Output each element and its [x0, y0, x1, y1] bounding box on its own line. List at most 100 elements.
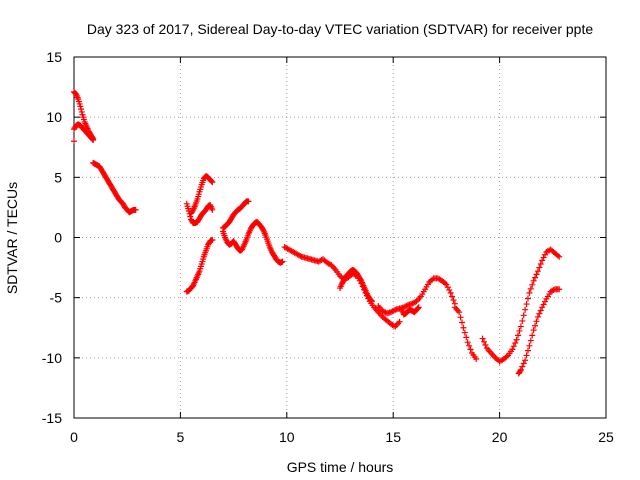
data-point	[78, 106, 85, 113]
data-point	[529, 332, 536, 339]
data-point	[279, 258, 286, 265]
data-series-b	[90, 159, 139, 216]
data-point	[515, 332, 522, 339]
data-point	[464, 339, 471, 346]
data-point	[517, 366, 524, 373]
data-series-a3	[71, 138, 77, 145]
y-tick-label: 10	[46, 109, 62, 125]
data-point	[447, 289, 454, 296]
data-point	[556, 286, 563, 293]
data-point	[459, 319, 466, 326]
grid	[74, 57, 606, 418]
data-point	[460, 324, 467, 331]
data-point	[132, 206, 139, 213]
data-point	[450, 297, 457, 304]
data-point	[536, 310, 543, 317]
data-point	[524, 347, 531, 354]
data-point	[415, 304, 422, 311]
data-point	[534, 268, 541, 275]
data-point	[529, 281, 536, 288]
data-point	[396, 318, 403, 325]
data-point	[513, 336, 520, 343]
data-series-e	[188, 173, 216, 217]
data-point	[245, 198, 252, 205]
data-series-k	[398, 304, 422, 318]
x-tick-label: 0	[70, 429, 78, 445]
data-series-l	[451, 304, 480, 363]
data-series-g	[219, 218, 286, 266]
y-tick-label: -15	[42, 410, 62, 426]
y-axis-label: SDTVAR / TECUs	[4, 182, 20, 294]
chart-title: Day 323 of 2017, Sidereal Day-to-day VTE…	[87, 21, 594, 37]
data-point	[479, 335, 486, 342]
data-point	[209, 206, 216, 213]
x-tick-label: 15	[385, 429, 401, 445]
data-point	[526, 289, 533, 296]
data-series-m	[479, 246, 563, 365]
data-point	[466, 342, 473, 349]
data-point	[187, 213, 194, 220]
data-point	[519, 317, 526, 324]
x-tick-label: 25	[598, 429, 614, 445]
data-series-a2	[71, 121, 97, 144]
data-point	[523, 352, 530, 359]
y-tick-label: 0	[54, 230, 62, 246]
data-point	[509, 346, 516, 353]
data-point	[449, 293, 456, 300]
data-point	[208, 178, 215, 185]
data-series-d	[183, 200, 216, 227]
data-point	[461, 329, 468, 336]
y-tick-label: -10	[42, 350, 62, 366]
data-point	[516, 327, 523, 334]
data-point	[510, 343, 517, 350]
data-point	[536, 264, 543, 271]
data-point	[517, 368, 524, 375]
data-series-c	[183, 236, 216, 295]
y-tick-label: 5	[54, 169, 62, 185]
data-point	[530, 327, 537, 334]
data-points	[71, 88, 563, 377]
data-point	[522, 357, 529, 364]
data-point	[526, 342, 533, 349]
data-point	[456, 309, 463, 316]
x-tick-label: 10	[279, 429, 295, 445]
data-point	[457, 314, 464, 321]
data-point	[527, 337, 534, 344]
data-point	[78, 108, 85, 115]
data-point	[556, 253, 563, 260]
x-tick-label: 5	[177, 429, 185, 445]
data-point	[517, 323, 524, 330]
data-point	[512, 339, 519, 346]
x-axis-label: GPS time / hours	[287, 459, 394, 475]
data-series-f	[219, 198, 252, 231]
data-series-i	[337, 266, 375, 305]
x-tick-label: 20	[492, 429, 508, 445]
data-point	[530, 277, 537, 284]
data-point	[415, 305, 422, 312]
data-point	[532, 322, 539, 329]
y-tick-label: 15	[46, 49, 62, 65]
data-point	[71, 138, 77, 145]
data-point	[473, 356, 480, 363]
data-point	[537, 307, 544, 314]
data-point	[519, 363, 526, 370]
data-point	[520, 312, 527, 319]
data-point	[463, 334, 470, 341]
data-point	[368, 297, 375, 304]
data-point	[520, 360, 527, 367]
data-point	[482, 341, 489, 348]
data-point	[77, 103, 84, 110]
data-point	[90, 137, 97, 144]
data-point	[534, 313, 541, 320]
y-tick-label: -5	[50, 290, 63, 306]
data-point	[522, 306, 529, 313]
axis-ticks: 0 5 10 15 20 25 -15 -10 -5 0 5 10 15	[42, 49, 614, 445]
data-point	[524, 295, 531, 302]
data-point	[537, 260, 544, 267]
data-point	[527, 285, 534, 292]
data-point	[368, 298, 375, 305]
data-point	[209, 236, 216, 243]
data-point	[209, 179, 216, 186]
data-series-n	[515, 286, 563, 377]
